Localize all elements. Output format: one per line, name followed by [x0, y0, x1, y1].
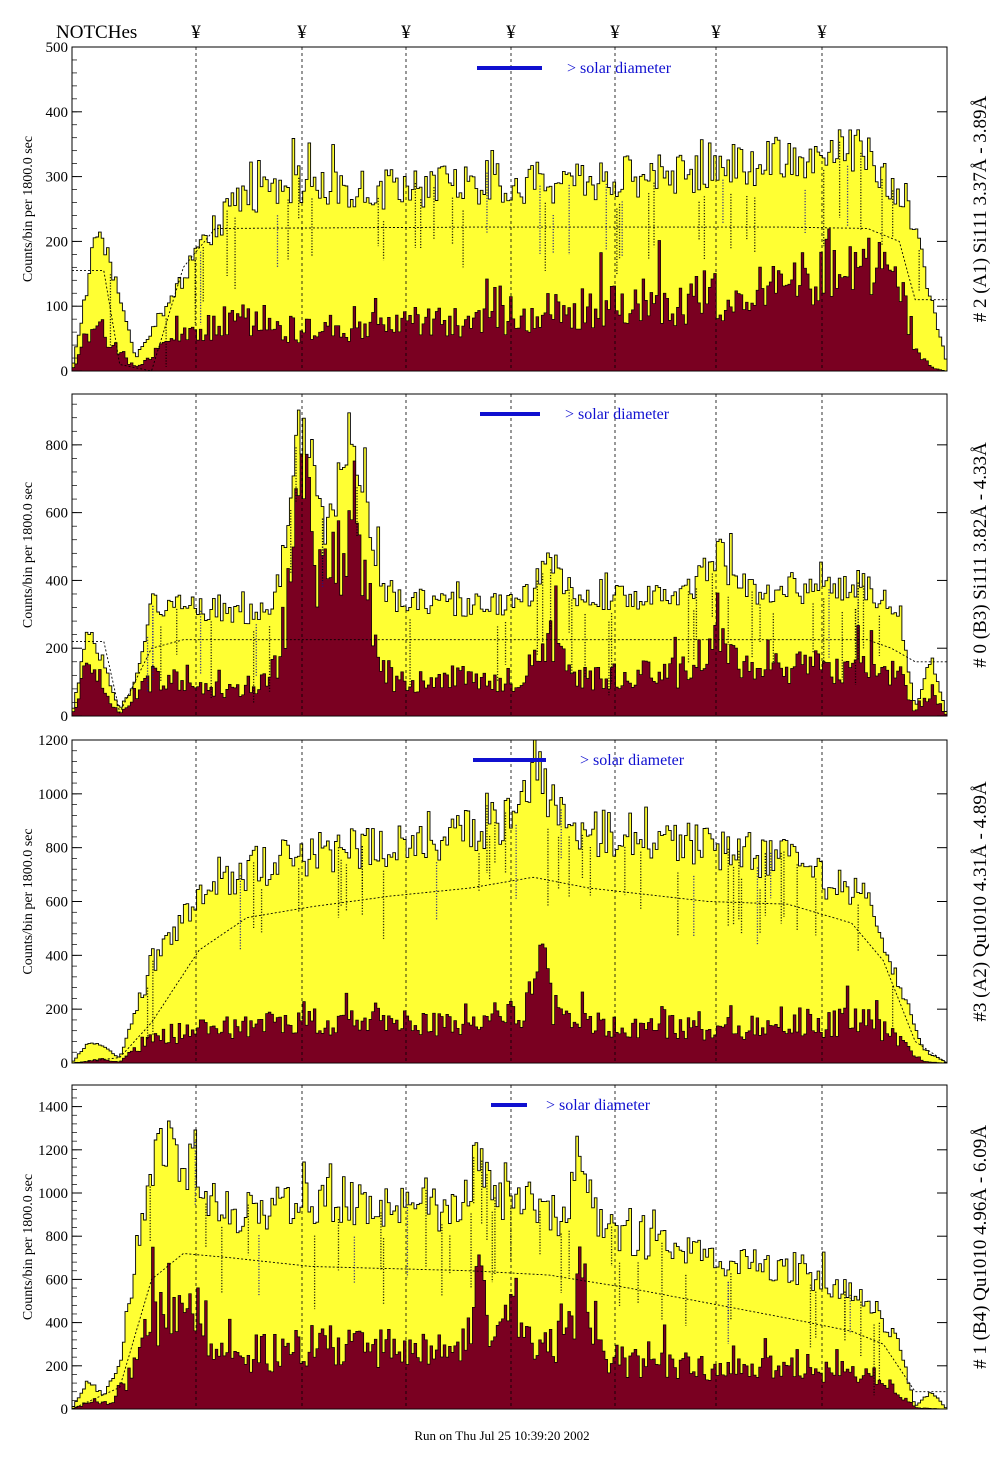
line-counts-histogram [71, 943, 948, 1064]
y-tick-label: 200 [46, 1002, 69, 1018]
y-tick-label: 200 [46, 1359, 69, 1375]
panel-title: # 0 (B3) Si111 3.82Å - 4.33Å [970, 442, 991, 668]
notch-marker: ¥ [191, 22, 201, 43]
solar-diameter-label: > solar diameter [546, 1097, 651, 1114]
y-tick-label: 100 [46, 299, 69, 315]
run-timestamp: Run on Thu Jul 25 10:39:20 2002 [414, 1428, 590, 1443]
y-tick-label: 600 [46, 506, 69, 522]
notch-marker: ¥ [401, 22, 411, 43]
panel-3: 0 200 400 600 800 1000 1200 1400 Counts/bin per … [21, 1084, 991, 1418]
notch-marker: ¥ [817, 22, 827, 43]
y-tick-label: 600 [46, 1272, 69, 1288]
y-tick-label: 400 [46, 1316, 69, 1332]
model-curve [71, 876, 948, 1064]
y-tick-label: 800 [46, 841, 69, 857]
y-tick-label: 400 [46, 573, 69, 589]
line-counts-histogram [71, 453, 948, 717]
solar-diameter-label: > solar diameter [565, 406, 670, 423]
panel-title: # 1 (B4) Qu1010 4.96Å - 6.09Å [970, 1125, 991, 1369]
panel-1: 0 200 400 600 800 Counts/bin per 1800.0 sec # … [21, 393, 991, 725]
y-tick-label: 400 [46, 948, 69, 964]
y-tick-label: 200 [46, 641, 69, 657]
y-tick-label: 1400 [38, 1100, 68, 1116]
panel-2: 0 200 400 600 800 1000 1200 Counts/bin per 1800… [21, 733, 991, 1072]
notches-label: NOTCHes [56, 22, 137, 43]
y-tick-label: 0 [61, 1402, 69, 1418]
y-tick-label: 300 [46, 170, 69, 186]
y-tick-label: 400 [46, 105, 69, 121]
y-tick-label: 1200 [38, 733, 68, 749]
notch-marker: ¥ [297, 22, 307, 43]
y-tick-label: 800 [46, 438, 69, 454]
line-counts-histogram [71, 1246, 947, 1410]
y-tick-label: 1000 [38, 787, 68, 803]
y-tick-label: 1200 [38, 1143, 68, 1159]
notch-marker: ¥ [610, 22, 620, 43]
panel-0: 0 100 200 300 400 500 Counts/bin per 1800.0 se… [21, 40, 991, 380]
y-tick-label: 1000 [38, 1186, 68, 1202]
model-curve [72, 639, 947, 714]
panel-title: #3 (A2) Qu1010 4.31Å - 4.89Å [970, 781, 991, 1021]
y-axis-label: Counts/bin per 1800.0 sec [21, 828, 36, 974]
model-curve [72, 226, 947, 372]
y-axis-label: Counts/bin per 1800.0 sec [21, 482, 36, 628]
notch-marker: ¥ [506, 22, 516, 43]
y-tick-label: 0 [61, 1056, 69, 1072]
y-tick-label: 0 [61, 364, 69, 380]
y-axis-label: Counts/bin per 1800.0 sec [21, 136, 36, 282]
model-curve [71, 1253, 947, 1410]
y-tick-label: 200 [46, 234, 69, 250]
panel-title: # 2 (A1) Si111 3.37Å - 3.89Å [970, 95, 991, 322]
y-tick-label: 0 [61, 709, 69, 725]
line-counts-histogram [71, 228, 948, 372]
y-axis-label: Counts/bin per 1800.0 sec [21, 1174, 36, 1320]
solar-diameter-label: > solar diameter [567, 60, 672, 77]
y-tick-label: 500 [46, 40, 69, 56]
notch-marker: ¥ [711, 22, 721, 43]
y-tick-label: 600 [46, 895, 69, 911]
y-tick-label: 800 [46, 1229, 69, 1245]
solar-diameter-label: > solar diameter [580, 752, 685, 769]
total-counts-histogram [71, 739, 948, 1064]
